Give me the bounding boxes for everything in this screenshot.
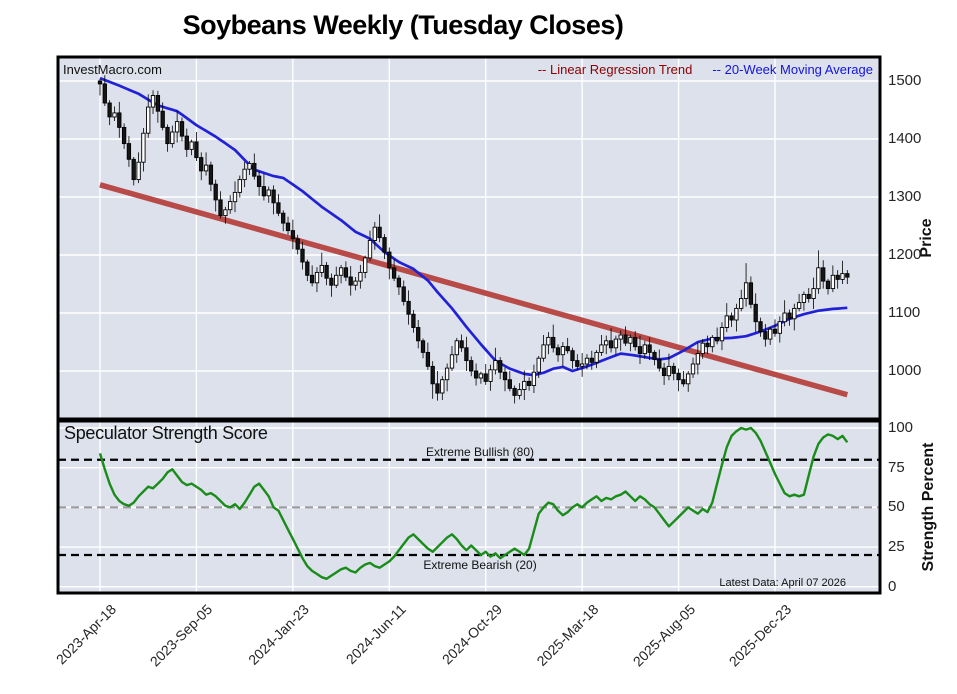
strength-tick-100: 100 xyxy=(888,419,914,436)
strength-axis-label: Strength Percent xyxy=(920,442,937,572)
strength-score-line xyxy=(98,426,849,580)
legend-moving-average: -- 20-Week Moving Average xyxy=(712,62,873,77)
strength-tick-0: 0 xyxy=(888,577,897,595)
strength-tick-75: 75 xyxy=(888,458,905,476)
candlestick-series xyxy=(97,75,850,404)
legend: -- Linear Regression Trend -- 20-Week Mo… xyxy=(538,62,873,77)
price-tick-1300: 1300 xyxy=(888,188,922,205)
strength-panel-title: Speculator Strength Score xyxy=(64,423,268,443)
latest-data-note: Latest Data: April 07 2026 xyxy=(719,577,846,589)
price-tick-1500: 1500 xyxy=(888,72,922,89)
page-title: Soybeans Weekly (Tuesday Closes) xyxy=(182,10,624,40)
extreme-bearish-label: Extreme Bearish (20) xyxy=(423,558,537,572)
price-tick-1000: 1000 xyxy=(888,362,922,379)
price-tick-1100: 1100 xyxy=(888,304,921,321)
strength-tick-50: 50 xyxy=(888,498,905,516)
strength-tick-25: 25 xyxy=(888,538,905,556)
price-tick-1400: 1400 xyxy=(888,130,922,147)
extreme-bullish-label: Extreme Bullish (80) xyxy=(425,444,535,459)
legend-regression-trend: -- Linear Regression Trend xyxy=(537,62,693,77)
price-tick-1200: 1200 xyxy=(888,246,922,263)
watermark: InvestMacro.com xyxy=(63,62,162,77)
